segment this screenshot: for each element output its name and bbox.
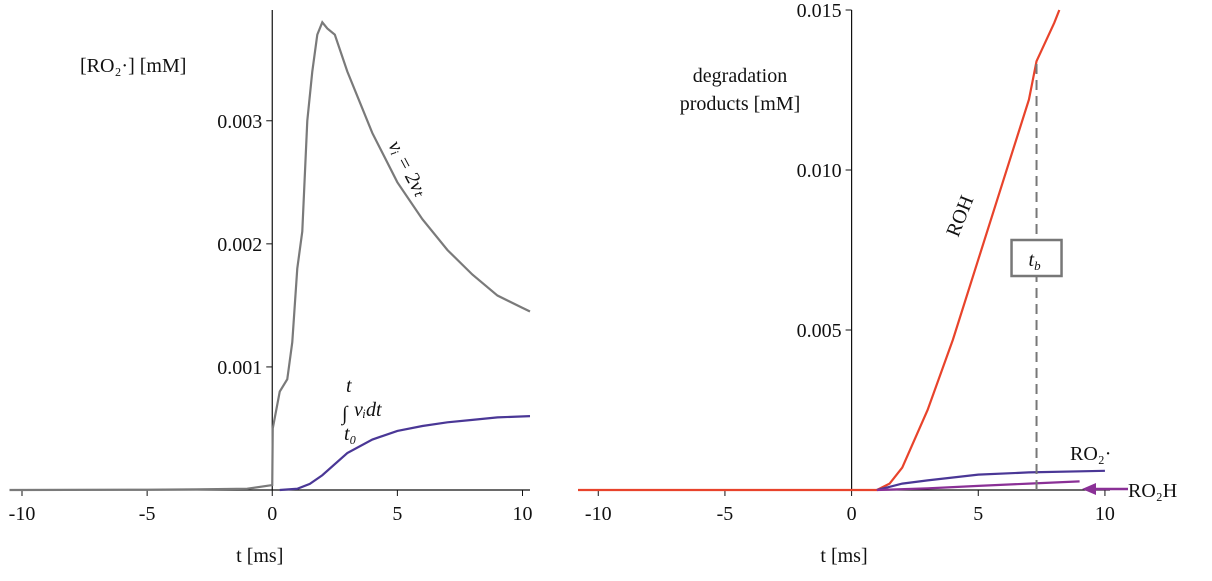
series-label: RO₂· bbox=[1070, 443, 1111, 465]
x-tick-label: 0 bbox=[267, 503, 277, 525]
x-tick-label: -10 bbox=[585, 503, 612, 525]
chart-panel: -10 -5 0 5 10 0.001 0.002 0.003 t [ms] [RO₂·] [mM… bbox=[9, 10, 532, 567]
marker-label: tb bbox=[1029, 249, 1042, 273]
integral-lower: t₀ bbox=[344, 423, 357, 445]
chart-panel: -10 -5 0 5 10 0.005 0.010 0.015 t [ms] degradatio… bbox=[578, 0, 1115, 567]
marker-label-main: t bbox=[1029, 249, 1035, 271]
integral-symbol: ∫ bbox=[340, 403, 349, 426]
integral-body: vᵢdt bbox=[354, 399, 382, 421]
x-tick-label: 5 bbox=[973, 503, 983, 525]
y-axis-label: products [mM] bbox=[680, 93, 801, 115]
series-line bbox=[279, 415, 531, 492]
x-tick-label: 0 bbox=[847, 503, 857, 525]
marker-label-sub: b bbox=[1034, 258, 1041, 273]
series-line bbox=[578, 9, 1061, 492]
x-tick-label: 5 bbox=[392, 503, 402, 525]
x-tick-label: 10 bbox=[512, 503, 532, 525]
x-tick-label: -10 bbox=[9, 503, 36, 525]
y-tick-label: 0.001 bbox=[217, 357, 262, 379]
series-line bbox=[876, 480, 1080, 492]
series-label: RO₂H bbox=[1128, 480, 1177, 502]
y-axis-label: [RO₂·] [mM] bbox=[80, 55, 186, 77]
integral-upper: t bbox=[346, 375, 352, 397]
label-arrowhead bbox=[1082, 483, 1096, 495]
y-tick-label: 0.005 bbox=[797, 320, 842, 342]
x-axis-label: t [ms] bbox=[820, 545, 867, 567]
x-axis-label: t [ms] bbox=[236, 545, 283, 567]
series-line bbox=[9, 20, 531, 492]
series-label: ROH bbox=[942, 192, 978, 239]
x-tick-label: 10 bbox=[1095, 503, 1115, 525]
y-tick-label: 0.003 bbox=[217, 111, 262, 133]
y-axis-label: degradation bbox=[693, 65, 787, 87]
x-tick-label: -5 bbox=[717, 503, 734, 525]
y-tick-label: 0.002 bbox=[217, 234, 262, 256]
y-tick-label: 0.010 bbox=[797, 160, 842, 182]
y-tick-label: 0.015 bbox=[797, 0, 842, 22]
marker-box bbox=[1010, 238, 1063, 278]
x-tick-label: -5 bbox=[139, 503, 156, 525]
series-line bbox=[876, 469, 1105, 492]
